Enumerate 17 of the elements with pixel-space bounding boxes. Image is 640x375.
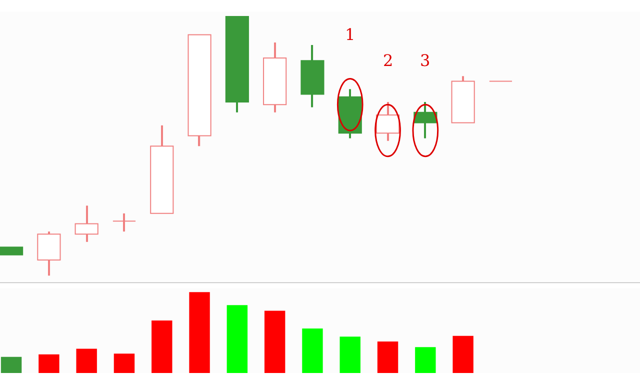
bar <box>264 310 286 373</box>
bar <box>0 356 22 373</box>
bar <box>189 292 210 373</box>
annotation: 3 <box>420 51 430 70</box>
bar <box>452 336 474 373</box>
bar <box>302 328 323 373</box>
bar <box>340 336 360 373</box>
bar <box>76 348 97 373</box>
bar <box>415 347 436 373</box>
annotation: 2 <box>383 51 394 70</box>
bar <box>38 354 60 373</box>
bar <box>377 341 398 373</box>
bar <box>226 305 248 373</box>
bar <box>152 320 172 373</box>
candlestick <box>112 213 136 232</box>
annotation: 1 <box>345 25 356 44</box>
bar <box>114 354 135 373</box>
